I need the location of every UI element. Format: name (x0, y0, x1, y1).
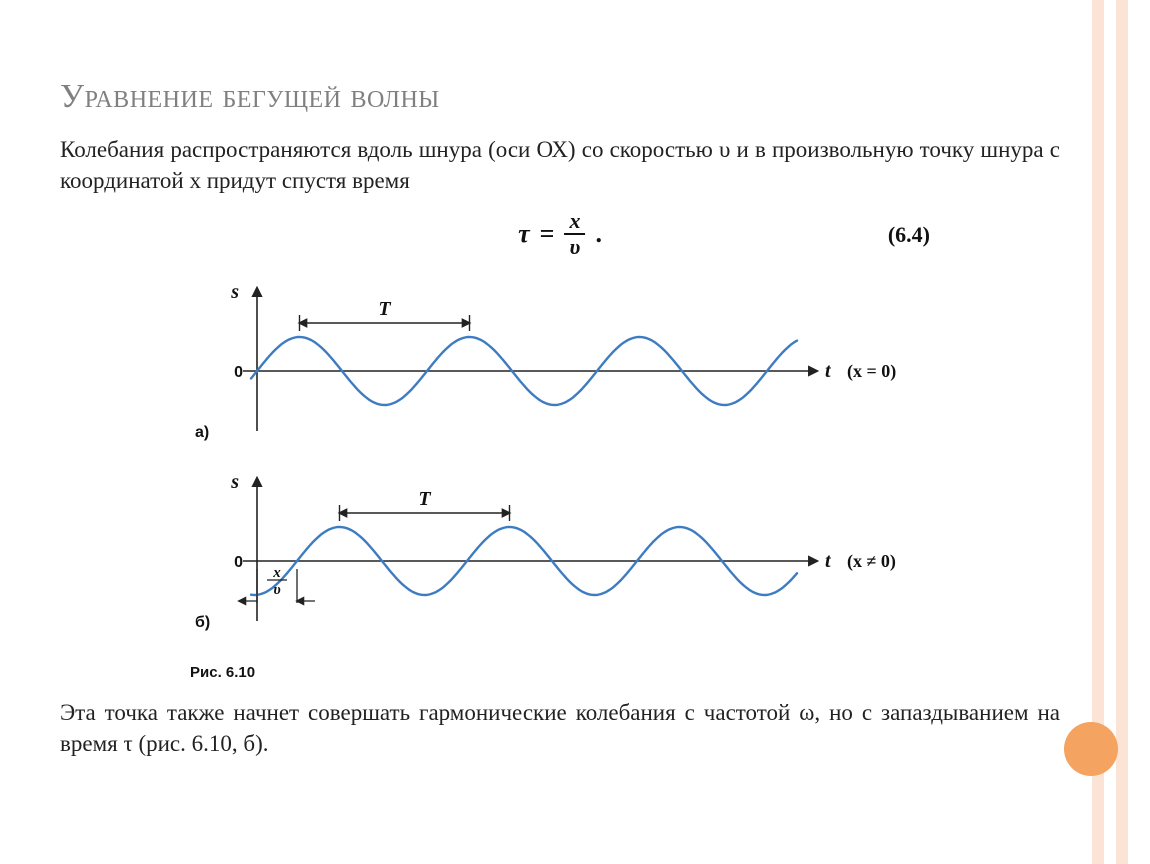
decor-circle (1064, 722, 1118, 776)
svg-text:(x = 0): (x = 0) (847, 361, 896, 382)
svg-text:а): а) (195, 424, 209, 441)
svg-text:0: 0 (234, 554, 243, 571)
svg-text:t: t (825, 550, 832, 572)
svg-text:t: t (825, 360, 832, 382)
equation-row: τ = x υ . (6.4) (60, 210, 1060, 266)
figure-caption: Рис. 6.10 (190, 664, 1060, 681)
svg-text:υ: υ (273, 582, 280, 598)
svg-text:s: s (230, 281, 239, 303)
eq-lhs: τ (518, 219, 530, 249)
right-stripe-2 (1116, 0, 1128, 864)
svg-text:s: s (230, 471, 239, 493)
svg-text:(x ≠ 0): (x ≠ 0) (847, 551, 896, 572)
eq-denominator: υ (570, 235, 581, 258)
svg-text:T: T (378, 298, 391, 320)
equation: τ = x υ . (518, 210, 602, 258)
equation-number: (6.4) (888, 222, 930, 248)
wave-figure: Ts 0 t (x = 0) а) Ts 0 t (x ≠ 0) б) xυ (165, 276, 955, 656)
eq-equals: = (540, 219, 555, 249)
svg-text:б): б) (195, 614, 210, 631)
eq-numerator: x (564, 210, 585, 235)
figure-wrap: Ts 0 t (x = 0) а) Ts 0 t (x ≠ 0) б) xυ (60, 276, 1060, 656)
slide-title: Уравнение бегущей волны (60, 78, 1060, 116)
eq-tail: . (595, 219, 602, 249)
paragraph-2: Эта точка также начнет совершать гармони… (60, 697, 1060, 759)
svg-text:x: x (272, 565, 281, 581)
svg-text:T: T (418, 488, 431, 510)
eq-fraction: x υ (564, 210, 585, 258)
paragraph-1: Колебания распространяются вдоль шнура (… (60, 134, 1060, 196)
slide-content: Уравнение бегущей волны Колебания распро… (60, 78, 1060, 773)
svg-text:0: 0 (234, 364, 243, 381)
